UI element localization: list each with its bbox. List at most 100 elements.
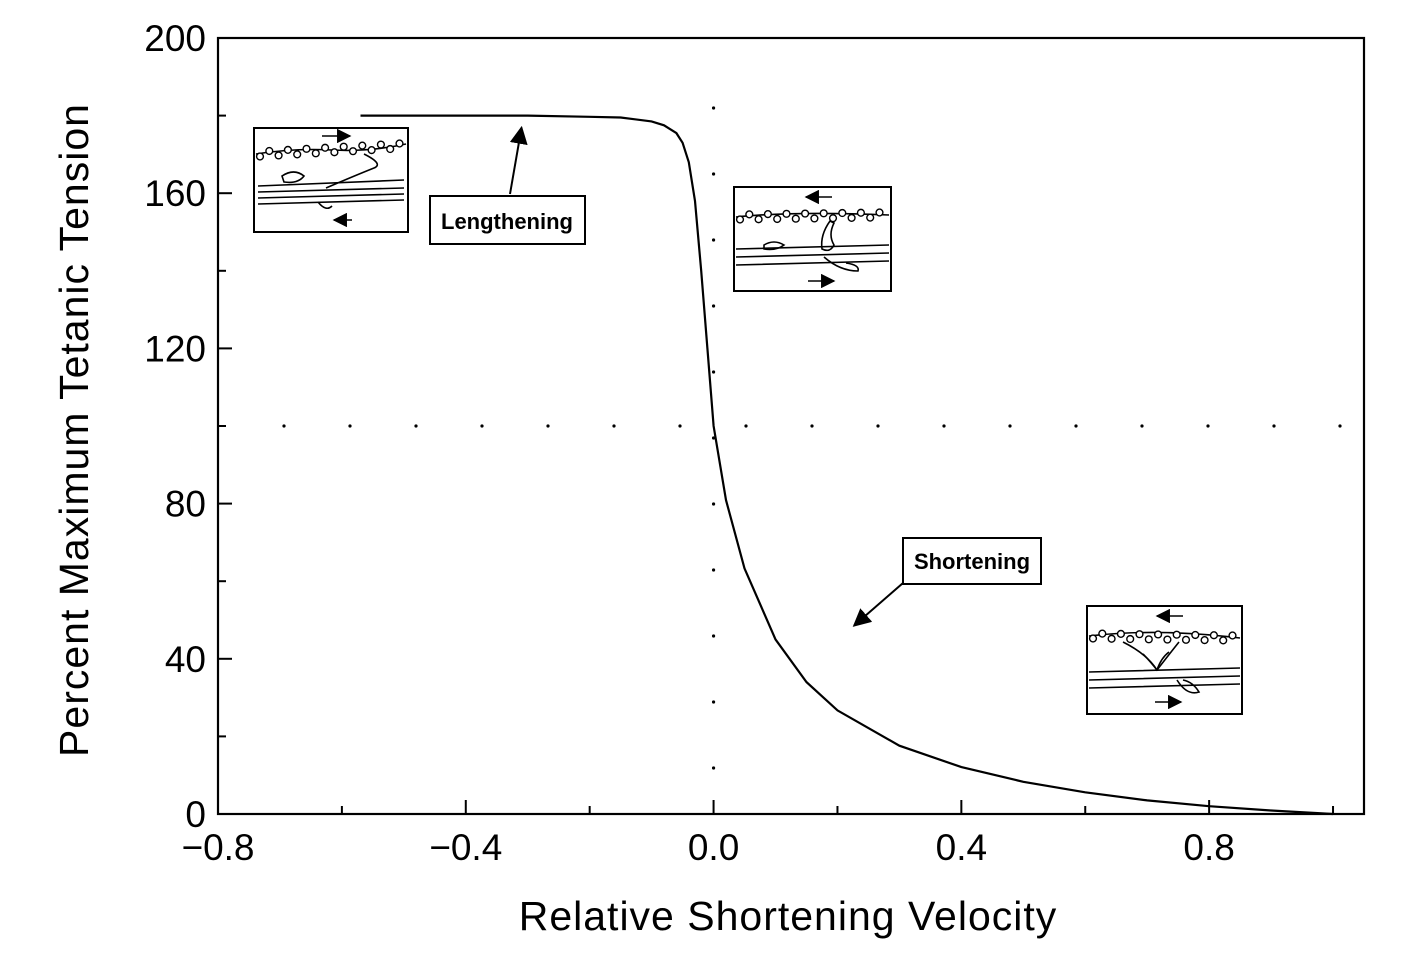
vertical-reference-dot (711, 238, 716, 242)
shortening-label: Shortening (914, 549, 1030, 574)
actin-bead (1088, 634, 1098, 643)
horizontal-reference-dot (282, 424, 286, 428)
lengthening-arrow (509, 125, 528, 195)
actin-bead (1200, 635, 1209, 645)
horizontal-reference-dot (480, 424, 484, 428)
x-axis-title: Relative Shortening Velocity (519, 893, 1058, 939)
reference-lines (282, 106, 1342, 770)
actin-bead (819, 209, 828, 218)
actin-bead (1153, 630, 1163, 639)
actin-bead (1172, 630, 1181, 639)
actin-bead (735, 215, 745, 224)
x-axis-ticks: −0.8 −0.4 0.0 0.4 0.8 (181, 800, 1335, 868)
lengthening-crossbridge-illustration (253, 127, 409, 233)
vertical-reference-dot (711, 304, 716, 308)
lengthening-annotation: Lengthening (429, 125, 586, 245)
horizontal-reference-dot (678, 424, 682, 428)
x-tick-label: −0.4 (429, 827, 502, 868)
horizontal-reference-dot (1074, 424, 1078, 428)
y-tick-label: 0 (185, 794, 206, 835)
y-tick-label: 80 (165, 484, 206, 525)
actin-bead (367, 146, 376, 155)
actin-bead (1181, 635, 1191, 644)
shortening-crossbridge-illustration (1086, 605, 1243, 715)
actin-bead (302, 144, 311, 153)
lengthening-label: Lengthening (441, 209, 573, 234)
shortening-arrow (852, 582, 904, 627)
actin-bead (828, 214, 838, 223)
y-tick-label: 40 (165, 639, 206, 680)
actin-bead (745, 210, 754, 219)
force-velocity-curve (360, 114, 1334, 816)
actin-bead (856, 208, 866, 217)
vertical-reference-dot (711, 700, 716, 704)
horizontal-reference-dot (942, 424, 946, 428)
actin-bead (1144, 635, 1153, 644)
actin-bead (763, 210, 773, 219)
horizontal-reference-dot (1008, 424, 1012, 428)
horizontal-reference-dot (348, 424, 352, 428)
vertical-reference-dot (711, 634, 716, 638)
actin-bead (1191, 630, 1200, 640)
y-tick-label: 120 (144, 328, 206, 369)
y-axis-ticks: 0 40 80 120 160 200 (144, 18, 232, 835)
x-tick-label: 0.4 (936, 827, 987, 868)
actin-bead (265, 146, 274, 156)
actin-bead (875, 208, 884, 217)
actin-bead (1163, 635, 1172, 644)
vertical-reference-dot (711, 502, 716, 506)
horizontal-reference-dot (876, 424, 880, 428)
vertical-reference-dot (711, 172, 716, 176)
actin-bead (1135, 630, 1144, 639)
horizontal-reference-dot (612, 424, 616, 428)
shortening-annotation: Shortening (852, 537, 1042, 627)
x-tick-label: 0.0 (688, 827, 739, 868)
horizontal-reference-dot (546, 424, 550, 428)
actin-bead (386, 144, 395, 154)
actin-bead (791, 214, 800, 223)
horizontal-reference-dot (1272, 424, 1276, 428)
actin-bead (1098, 629, 1107, 638)
actin-bead (293, 150, 302, 159)
horizontal-reference-dot (1140, 424, 1144, 428)
actin-bead (782, 209, 791, 218)
actin-bead (1107, 634, 1116, 643)
vertical-reference-dot (711, 370, 716, 374)
actin-bead (838, 208, 847, 218)
actin-bead (376, 140, 386, 149)
y-tick-label: 200 (144, 18, 206, 59)
horizontal-reference-dot (414, 424, 418, 428)
actin-bead (847, 213, 856, 223)
actin-bead (810, 214, 819, 223)
lengthening-label-box (429, 195, 586, 245)
y-axis-title: Percent Maximum Tetanic Tension (51, 103, 97, 757)
actin-bead (339, 142, 348, 151)
actin-bead (358, 141, 367, 150)
horizontal-reference-dot (1206, 424, 1210, 428)
actin-bead (754, 215, 763, 224)
actin-bead (320, 143, 330, 152)
y-tick-label: 160 (144, 173, 206, 214)
actin-bead (348, 147, 358, 156)
vertical-reference-dot (711, 106, 716, 110)
vertical-reference-dot (711, 568, 716, 572)
actin-bead (1219, 636, 1228, 645)
actin-bead (395, 139, 404, 148)
horizontal-reference-dot (810, 424, 814, 428)
actin-bead (1228, 631, 1237, 640)
x-tick-label: 0.8 (1183, 827, 1234, 868)
shortening-label-box (902, 537, 1042, 585)
horizontal-reference-dot (1338, 424, 1342, 428)
actin-bead (866, 213, 875, 222)
actin-bead (1209, 631, 1219, 640)
actin-bead (283, 145, 293, 155)
horizontal-reference-dot (744, 424, 748, 428)
actin-bead (255, 152, 265, 161)
actin-bead (311, 149, 320, 158)
actin-bead (773, 214, 782, 224)
x-tick-label: −0.8 (181, 827, 254, 868)
isometric-crossbridge-illustration (733, 186, 892, 292)
actin-bead (274, 151, 283, 160)
actin-bead (330, 148, 339, 157)
